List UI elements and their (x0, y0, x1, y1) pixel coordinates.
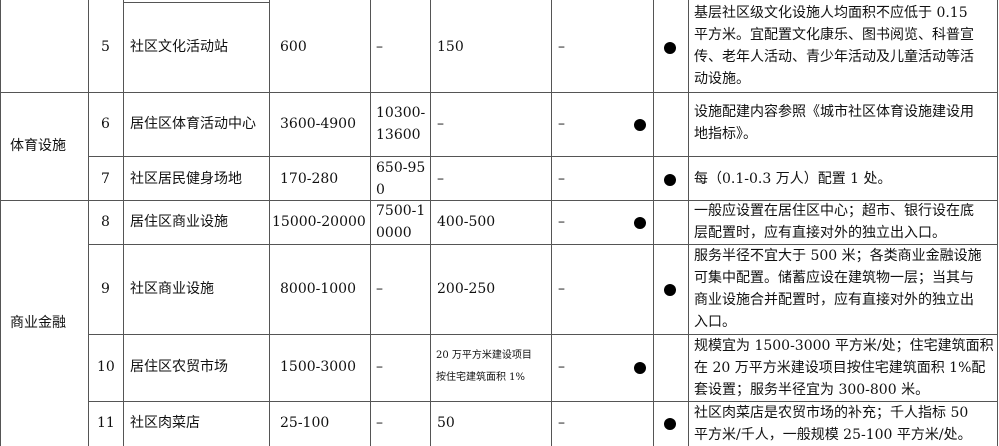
note-line: 地指标》。 (694, 126, 757, 142)
cell-value: 13600 (376, 127, 421, 143)
cell-value: 0 (376, 182, 385, 198)
cell-value: 650-95 (376, 160, 426, 176)
cell-value: – (437, 116, 444, 132)
grid-line (269, 0, 270, 446)
grid-line (551, 0, 552, 446)
cell-value: – (558, 39, 565, 55)
cell-value: 50 (437, 415, 455, 431)
grid-line (88, 401, 998, 402)
grid-line (88, 334, 998, 335)
grid-line (653, 0, 654, 446)
cell-value: – (558, 415, 565, 431)
facility-name: 居住区体育活动中心 (130, 116, 256, 132)
bullet-marker (664, 418, 676, 430)
cell-value: 0000 (376, 225, 412, 241)
grid-line (688, 0, 689, 446)
note-line: 套设置；服务半径宜为 300-800 米。 (694, 382, 930, 398)
cell-value: 600 (280, 39, 307, 55)
facility-name: 社区居民健身场地 (130, 171, 242, 187)
cell-value: – (376, 415, 383, 431)
note-line: 可集中配置。储蓄应设在建筑物一层；当其与 (694, 270, 974, 286)
cell-value: 400-500 (437, 214, 496, 230)
grid-line (370, 0, 371, 446)
cell-value: – (558, 116, 565, 132)
note-line: 社区肉菜店是农贸市场的补充；千人指标 50 (694, 405, 969, 421)
cell-value: 150 (437, 39, 464, 55)
note-line: 传、老年人活动、青少年活动及儿童活动等活 (694, 49, 974, 65)
row-number: 5 (101, 39, 110, 55)
facility-name: 居住区农贸市场 (130, 359, 228, 375)
cell-value: 20 万平方米建设项目 (436, 350, 532, 361)
facility-name: 社区文化活动站 (130, 39, 228, 55)
note-line: 设施配建内容参照《城市社区体育设施建设用 (694, 104, 974, 120)
facility-name: 社区肉菜店 (130, 415, 200, 431)
cell-value: 10300- (376, 105, 426, 121)
note-line: 在 20 万平方米建设项目按住宅建筑面积 1%配 (694, 360, 986, 376)
note-line: 规模宜为 1500-3000 平方米/处；住宅建筑面积 (694, 338, 994, 354)
row-number: 8 (101, 214, 110, 230)
cell-value: – (558, 214, 565, 230)
cell-value: – (558, 281, 565, 297)
cell-value: 170-280 (280, 171, 339, 187)
note-line: 基层社区级文化设施人均面积不应低于 0.15 (694, 5, 968, 21)
grid-line (123, 0, 124, 446)
cell-value: 按住宅建筑面积 1% (436, 372, 526, 383)
cell-value: – (437, 171, 444, 187)
bullet-marker (634, 119, 646, 131)
cell-value: – (376, 39, 383, 55)
facility-name: 居住区商业设施 (130, 214, 228, 230)
grid-line (997, 0, 998, 446)
cell-value: 15000-20000 (272, 214, 366, 230)
row-number: 10 (97, 359, 115, 375)
note-line: 平方米。宜配置文化康乐、图书阅览、科普宣 (694, 27, 974, 43)
note-line: 每（0.1-0.3 万人）配置 1 处。 (694, 171, 892, 187)
note-line: 服务半径不宜大于 500 米；各类商业金融设施 (694, 248, 982, 264)
cell-value: 8000-1000 (280, 281, 356, 297)
note-line: 一般应设置在居住区中心；超市、银行设在底 (694, 203, 974, 219)
note-line: 平方米/千人，一般规模 25-100 平方米/处。 (694, 427, 972, 443)
cell-value: – (376, 281, 383, 297)
grid-line (0, 200, 998, 201)
row-number: 7 (101, 171, 110, 187)
note-line: 入口。 (694, 314, 736, 330)
cell-value: 3600-4900 (280, 116, 356, 132)
bullet-marker (664, 174, 676, 186)
cell-value: 7500-1 (376, 203, 426, 219)
cell-value: – (376, 359, 383, 375)
cell-value: 1500-3000 (280, 359, 356, 375)
cell-value: 25-100 (280, 415, 330, 431)
note-line: 层配置时，应有直接对外的独立出入口。 (694, 225, 946, 241)
bullet-marker (634, 362, 646, 374)
grid-line (0, 0, 1, 446)
bullet-marker (634, 217, 646, 229)
row-number: 9 (101, 281, 110, 297)
grid-line (88, 244, 998, 245)
note-line: 商业设施合并配置时，应有直接对外的独立出 (694, 292, 974, 308)
cell-value: – (558, 359, 565, 375)
bullet-marker (664, 284, 676, 296)
note-line: 动设施。 (694, 71, 750, 87)
grid-line (123, 2, 269, 3)
cell-value: – (558, 171, 565, 187)
row-number: 6 (101, 116, 110, 132)
grid-line (88, 0, 89, 446)
bullet-marker (664, 42, 676, 54)
cell-value: 200-250 (437, 281, 496, 297)
facility-name: 社区商业设施 (130, 281, 214, 297)
grid-line (0, 92, 998, 93)
group-label-sports: 体育设施 (10, 138, 66, 154)
row-number: 11 (97, 415, 115, 431)
group-label-commerce: 商业金融 (10, 315, 66, 331)
grid-line (88, 156, 998, 157)
grid-line (430, 0, 431, 446)
